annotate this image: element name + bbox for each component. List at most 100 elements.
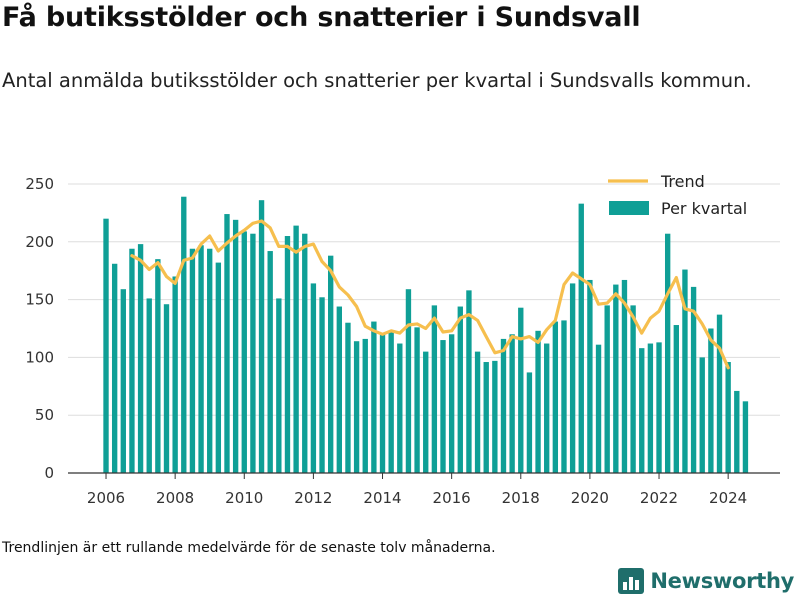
- bar: [535, 330, 541, 473]
- bar: [172, 276, 178, 473]
- bar: [224, 214, 230, 473]
- bar: [457, 306, 463, 473]
- bar: [207, 248, 213, 473]
- bar: [587, 279, 593, 473]
- bar: [181, 196, 187, 473]
- bar: [284, 236, 291, 473]
- bar: [448, 334, 455, 473]
- bar: [293, 225, 299, 473]
- bar: [302, 233, 308, 473]
- bar: [371, 321, 377, 473]
- x-tick-label: 2020: [571, 489, 609, 507]
- bar: [129, 248, 135, 473]
- bar: [345, 322, 351, 473]
- bar: [544, 343, 550, 473]
- trend-line: [130, 219, 730, 370]
- x-tick-label: 2016: [433, 489, 471, 507]
- bar: [569, 283, 576, 473]
- bar: [241, 231, 247, 473]
- bar: [232, 219, 239, 473]
- bar: [518, 307, 524, 473]
- x-tick-label: 2006: [87, 489, 125, 507]
- bar: [483, 362, 489, 473]
- bar: [630, 305, 636, 473]
- bar: [163, 304, 170, 473]
- bar: [267, 251, 273, 473]
- bar: [319, 297, 325, 473]
- bar: [578, 203, 584, 474]
- bar: [500, 338, 507, 473]
- bar: [734, 390, 740, 473]
- bar: [198, 245, 204, 473]
- bar: [103, 218, 109, 473]
- bar: [561, 320, 567, 473]
- bar: [388, 330, 394, 473]
- bar: [146, 298, 152, 473]
- bar: [639, 348, 645, 473]
- bar: [699, 357, 705, 473]
- bar: [613, 284, 619, 473]
- x-tick-label: 2012: [294, 489, 332, 507]
- bar: [690, 286, 697, 473]
- bar: [379, 334, 386, 473]
- bar: [725, 362, 731, 473]
- brand: Newsworthy: [618, 568, 794, 594]
- bar: [423, 351, 429, 473]
- bar: [250, 233, 256, 473]
- bar: [621, 279, 628, 473]
- bar: [336, 306, 342, 473]
- bar: [526, 372, 533, 473]
- y-tick-label: 200: [25, 233, 54, 251]
- bar: [431, 305, 438, 473]
- bar: [215, 262, 222, 473]
- bar: [397, 343, 403, 473]
- bar: [155, 259, 161, 473]
- legend-trend-label: Trend: [660, 172, 705, 191]
- bar: [137, 244, 144, 473]
- bar: [328, 255, 334, 473]
- bar: [716, 314, 723, 473]
- bar: [595, 344, 602, 473]
- bar: [742, 401, 749, 473]
- y-tick-label: 250: [25, 175, 54, 193]
- bar: [604, 305, 610, 473]
- y-tick-label: 50: [35, 406, 54, 424]
- legend-bars-swatch: [609, 201, 649, 215]
- bar: [111, 263, 118, 473]
- bars-series: [103, 196, 749, 474]
- bar: [120, 289, 126, 473]
- page-subtitle: Antal anmälda butiksstölder och snatteri…: [2, 69, 752, 92]
- bar: [414, 327, 420, 473]
- bar: [708, 328, 714, 473]
- bar: [474, 351, 481, 473]
- legend-bars-label: Per kvartal: [661, 199, 747, 218]
- x-tick-label: 2008: [156, 489, 194, 507]
- y-tick-label: 100: [25, 348, 54, 366]
- footnote: Trendlinjen är ett rullande medelvärde f…: [2, 540, 496, 556]
- bar: [552, 321, 559, 473]
- bar: [509, 334, 515, 473]
- bar: [276, 298, 282, 473]
- bar: [362, 338, 368, 473]
- bar: [656, 342, 662, 473]
- x-tick-label: 2022: [640, 489, 678, 507]
- bar: [673, 325, 679, 473]
- bar: [664, 233, 671, 473]
- brand-name: Newsworthy: [650, 569, 794, 593]
- bar: [258, 200, 265, 473]
- bar: [440, 340, 446, 473]
- y-tick-label: 150: [25, 291, 54, 309]
- x-tick-label: 2014: [363, 489, 401, 507]
- bar: [353, 341, 360, 473]
- page-title: Få butiksstölder och snatterier i Sundsv…: [2, 2, 641, 33]
- x-tick-label: 2024: [709, 489, 747, 507]
- legend: Trend Per kvartal: [608, 172, 747, 218]
- trend-series: [130, 219, 730, 370]
- bar: [682, 269, 688, 473]
- x-tick-label: 2010: [225, 489, 263, 507]
- y-tick-label: 0: [44, 464, 54, 482]
- bar: [466, 290, 472, 473]
- axes: 0 50 100 150 200 250 2006 2008 2010 2012 2014 2016 2…: [25, 175, 780, 507]
- bar: [405, 289, 412, 473]
